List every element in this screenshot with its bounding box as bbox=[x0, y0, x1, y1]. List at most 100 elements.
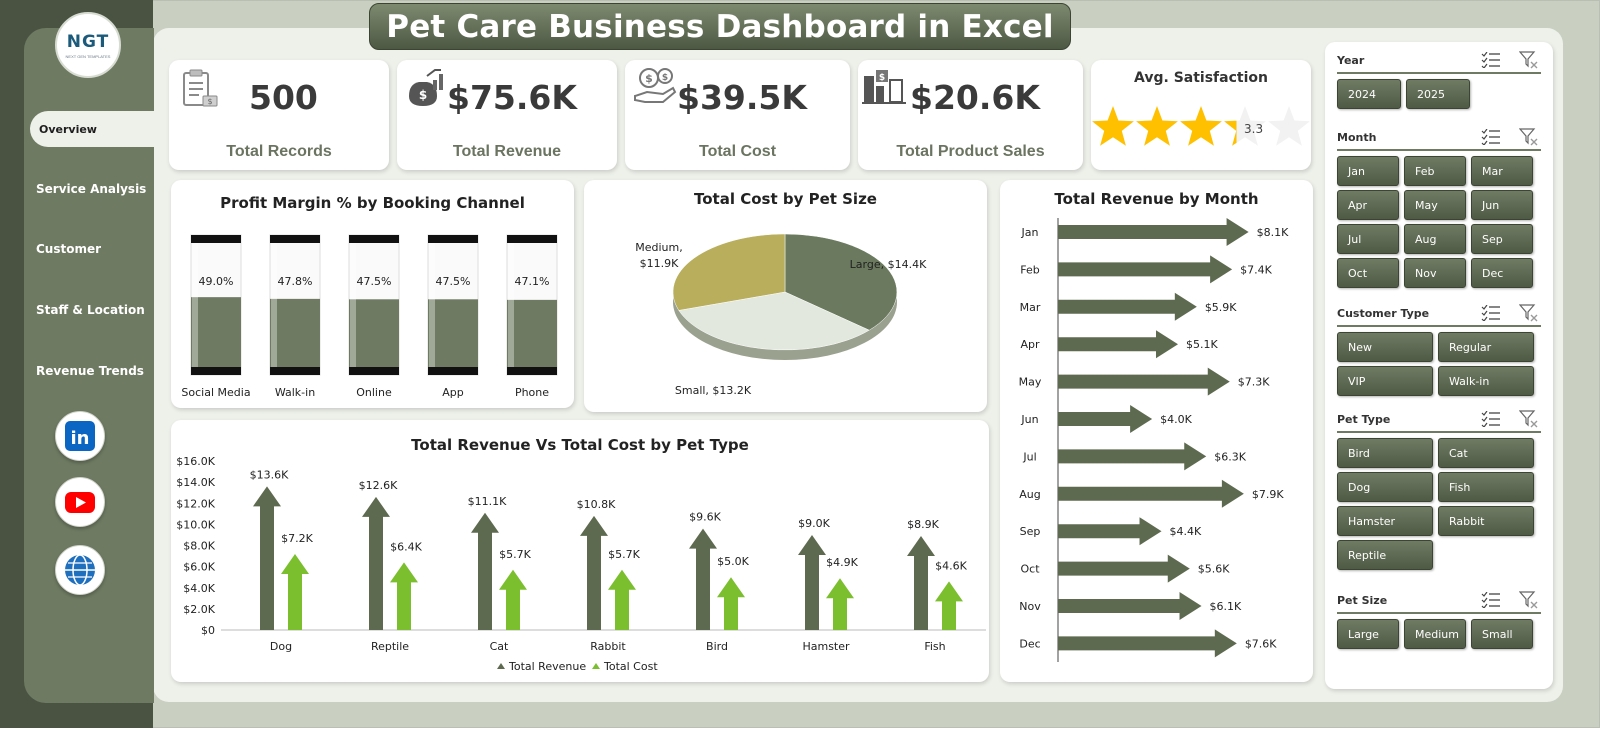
money-hand-icon: $ $ bbox=[634, 68, 677, 103]
x-category-label: Dog bbox=[270, 640, 292, 653]
y-tick-label: $0 bbox=[201, 624, 215, 637]
multi-select-icon[interactable] bbox=[1481, 411, 1501, 427]
slicer-item-feb[interactable]: Feb bbox=[1404, 156, 1466, 186]
svg-text:$: $ bbox=[207, 97, 212, 106]
slicer-item-reptile[interactable]: Reptile bbox=[1337, 540, 1433, 570]
satisfaction-label: Avg. Satisfaction bbox=[1134, 70, 1268, 86]
linkedin-icon: in bbox=[65, 421, 95, 451]
slicer-item-small[interactable]: Small bbox=[1471, 619, 1533, 649]
youtube-button[interactable] bbox=[55, 477, 105, 527]
multi-select-icon[interactable] bbox=[1481, 592, 1501, 608]
revenue-vs-cost-plot: $0 $2.0K $4.0K $6.0K $8.0K $10.0K $12.0K $14.0K… bbox=[176, 455, 986, 673]
kpi-label: Total Cost bbox=[698, 143, 777, 160]
slicer-items: 2024 2025 bbox=[1337, 79, 1541, 109]
legend-entry: Total Cost bbox=[603, 660, 658, 673]
slicer-item-apr[interactable]: Apr bbox=[1337, 190, 1399, 220]
slicer-item-bird[interactable]: Bird bbox=[1337, 438, 1433, 468]
margin-data-label: 47.5% bbox=[357, 275, 392, 288]
clear-filter-icon[interactable] bbox=[1519, 51, 1539, 69]
y-tick-label: $2.0K bbox=[183, 603, 215, 616]
month-data-label: $6.1K bbox=[1210, 600, 1242, 613]
slicer-year: Year 2024 2025 bbox=[1337, 48, 1541, 109]
slicer-item-vip[interactable]: VIP bbox=[1337, 366, 1433, 396]
star-icon bbox=[1136, 106, 1178, 146]
month-category-label: Dec bbox=[1019, 637, 1040, 650]
margin-data-label: 47.5% bbox=[436, 275, 471, 288]
clear-filter-icon[interactable] bbox=[1519, 410, 1539, 428]
slicer-item-2024[interactable]: 2024 bbox=[1337, 79, 1401, 109]
revenue-by-month-plot: Jan $8.1K Feb $7.4K Mar $5.9K Apr $5.1K May $7.3K… bbox=[1019, 218, 1289, 662]
slicer-item-walk-in[interactable]: Walk-in bbox=[1438, 366, 1534, 396]
slicer-item-large[interactable]: Large bbox=[1337, 619, 1399, 649]
margin-category-label: Phone bbox=[515, 386, 549, 399]
slicer-item-cat[interactable]: Cat bbox=[1438, 438, 1534, 468]
margin-bar bbox=[506, 234, 558, 376]
kpi-card-total-records: $ 500 Total Records bbox=[169, 60, 389, 170]
slicer-item-jul[interactable]: Jul bbox=[1337, 224, 1399, 254]
multi-select-icon[interactable] bbox=[1481, 52, 1501, 68]
slicer-item-aug[interactable]: Aug bbox=[1404, 224, 1466, 254]
multi-select-icon[interactable] bbox=[1481, 305, 1501, 321]
x-category-label: Rabbit bbox=[590, 640, 626, 653]
pie-data-label: Large, $14.4K bbox=[850, 258, 927, 271]
cost-data-label: $5.7K bbox=[499, 548, 531, 561]
slicer-item-jan[interactable]: Jan bbox=[1337, 156, 1399, 186]
globe-button[interactable] bbox=[55, 545, 105, 595]
month-data-label: $7.6K bbox=[1245, 637, 1277, 650]
kpi-card-total-revenue: $ $75.6K Total Revenue bbox=[397, 60, 617, 170]
slicer-tools bbox=[1481, 410, 1539, 428]
nav-item-revenue-trends[interactable]: Revenue Trends bbox=[36, 364, 144, 378]
month-category-label: Jan bbox=[1021, 226, 1039, 239]
slicer-item-medium[interactable]: Medium bbox=[1404, 619, 1466, 649]
month-data-label: $7.9K bbox=[1252, 488, 1284, 501]
revenue-data-label: $12.6K bbox=[359, 479, 398, 492]
slicer-item-mar[interactable]: Mar bbox=[1471, 156, 1533, 186]
y-tick-label: $14.0K bbox=[176, 476, 215, 489]
slicer-item-jun[interactable]: Jun bbox=[1471, 190, 1533, 220]
slicer-item-2025[interactable]: 2025 bbox=[1406, 79, 1470, 109]
margin-data-label: 49.0% bbox=[199, 275, 234, 288]
nav-item-overview[interactable]: Overview bbox=[30, 111, 154, 147]
star-icon bbox=[1268, 106, 1310, 146]
clear-filter-icon[interactable] bbox=[1519, 591, 1539, 609]
page-title: Pet Care Business Dashboard in Excel bbox=[369, 3, 1071, 50]
slicer-item-hamster[interactable]: Hamster bbox=[1337, 506, 1433, 536]
pet-size-pie: Large, $14.4K Small, $13.2K Medium, $11.9K bbox=[635, 233, 927, 397]
slicer-items: Bird Cat Dog Fish Hamster Rabbit Reptile bbox=[1337, 438, 1541, 570]
month-bar bbox=[1058, 367, 1230, 396]
slicer-item-may[interactable]: May bbox=[1404, 190, 1466, 220]
slicer-item-regular[interactable]: Regular bbox=[1438, 332, 1534, 362]
kpi-label: Total Records bbox=[226, 143, 332, 160]
slicer-item-dog[interactable]: Dog bbox=[1337, 472, 1433, 502]
slicer-header: Month bbox=[1337, 125, 1541, 151]
slicer-item-dec[interactable]: Dec bbox=[1471, 258, 1533, 288]
pie-data-label: Medium, bbox=[635, 241, 682, 254]
x-category-label: Bird bbox=[706, 640, 728, 653]
slicer-item-rabbit[interactable]: Rabbit bbox=[1438, 506, 1534, 536]
y-tick-label: $12.0K bbox=[176, 497, 215, 510]
pie-slice-medium bbox=[672, 233, 786, 311]
slicer-item-nov[interactable]: Nov bbox=[1404, 258, 1466, 288]
kpi-value: $75.6K bbox=[447, 78, 577, 117]
slicer-item-fish[interactable]: Fish bbox=[1438, 472, 1534, 502]
month-data-label: $4.4K bbox=[1170, 525, 1202, 538]
multi-select-icon[interactable] bbox=[1481, 129, 1501, 145]
nav-item-service-analysis[interactable]: Service Analysis bbox=[36, 182, 147, 196]
clear-filter-icon[interactable] bbox=[1519, 304, 1539, 322]
month-category-label: Oct bbox=[1020, 563, 1040, 576]
month-bar bbox=[1058, 592, 1202, 620]
svg-text:$: $ bbox=[645, 72, 653, 85]
slicer-month: Month Jan Feb Mar Apr May Jun Jul Aug Sep Oct Nov De… bbox=[1337, 125, 1541, 288]
linkedin-button[interactable]: in bbox=[55, 411, 105, 461]
slicer-item-new[interactable]: New bbox=[1337, 332, 1433, 362]
slicer-item-sep[interactable]: Sep bbox=[1471, 224, 1533, 254]
month-data-label: $7.3K bbox=[1238, 376, 1270, 389]
nav-item-staff-location[interactable]: Staff & Location bbox=[36, 303, 145, 317]
kpi-card-avg-satisfaction: Avg. Satisfaction 3.3 bbox=[1091, 60, 1311, 170]
month-data-label: $7.4K bbox=[1240, 263, 1272, 276]
clear-filter-icon[interactable] bbox=[1519, 128, 1539, 146]
kpi-value: $39.5K bbox=[677, 78, 807, 117]
slicer-item-oct[interactable]: Oct bbox=[1337, 258, 1399, 288]
nav-item-customer[interactable]: Customer bbox=[36, 242, 102, 256]
pie-slice-small bbox=[678, 291, 870, 351]
